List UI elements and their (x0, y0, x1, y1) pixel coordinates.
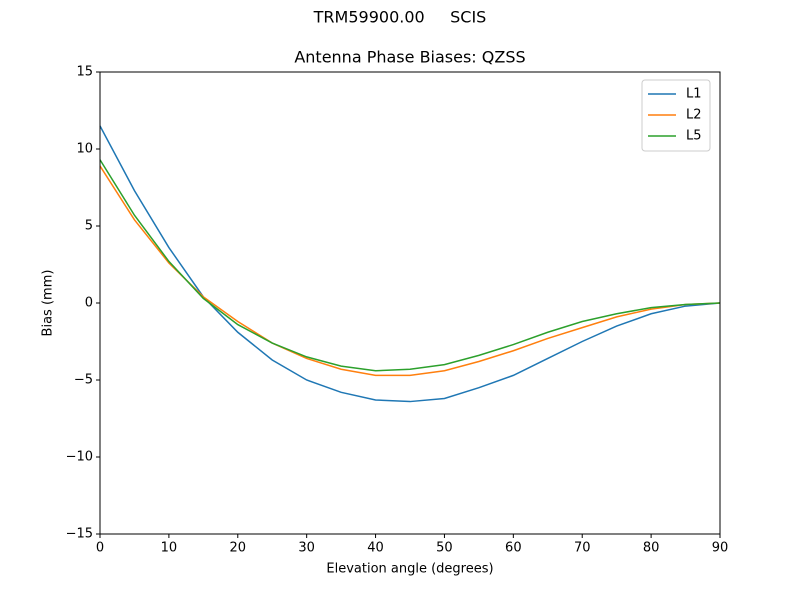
y-tick-label: −5 (74, 373, 93, 388)
y-axis-label: Bias (mm) (41, 270, 56, 337)
line-series (99, 165, 721, 377)
line-series (99, 125, 721, 403)
x-tick-label: 30 (298, 541, 315, 556)
x-tick-label: 60 (505, 541, 522, 556)
x-tick-label: 90 (712, 541, 729, 556)
suptitle: TRM59900.00 SCIS (313, 8, 487, 27)
y-tick-label: 0 (85, 296, 93, 311)
x-tick-label: 0 (96, 541, 104, 556)
y-tick-label: 10 (76, 142, 93, 157)
line-series (99, 159, 721, 372)
x-tick-label: 10 (161, 541, 178, 556)
y-tick-label: −15 (66, 527, 93, 542)
legend-label: L2 (686, 108, 702, 123)
x-tick-label: 20 (230, 541, 247, 556)
x-tick-label: 50 (436, 541, 453, 556)
legend-label: L5 (686, 129, 702, 144)
legend-label: L1 (686, 87, 702, 102)
y-tick-label: 15 (76, 65, 93, 80)
axes-frame (99, 71, 721, 535)
x-tick-label: 70 (574, 541, 591, 556)
x-tick-label: 40 (367, 541, 384, 556)
x-tick-label: 80 (643, 541, 660, 556)
x-axis-label: Elevation angle (degrees) (326, 562, 493, 577)
chart-title: Antenna Phase Biases: QZSS (294, 48, 525, 67)
y-tick-label: −10 (66, 450, 93, 465)
y-tick-label: 5 (85, 219, 93, 234)
